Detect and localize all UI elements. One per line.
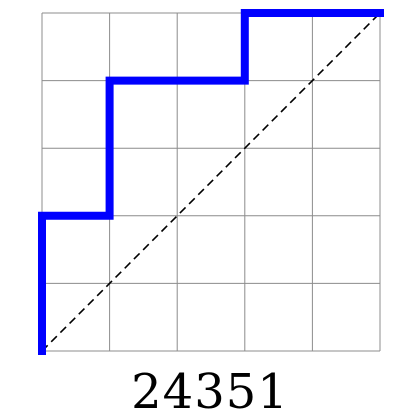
grid xyxy=(41,12,381,352)
lattice-path xyxy=(38,9,384,355)
diagonal-dashed-line xyxy=(41,12,381,352)
permutation-label: 24351 xyxy=(131,364,289,420)
